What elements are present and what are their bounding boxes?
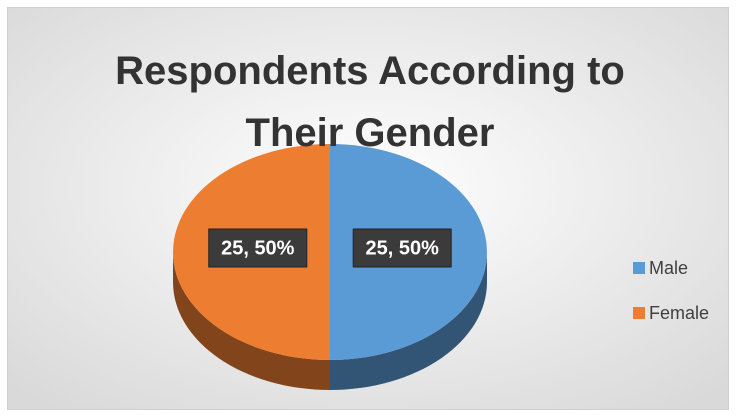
slice-side: [173, 252, 330, 390]
data-label: 25, 50%: [221, 237, 295, 259]
legend-swatch: [633, 307, 645, 319]
data-label: 25, 50%: [366, 237, 440, 259]
legend-label: Female: [649, 303, 709, 323]
legend-swatch: [633, 262, 645, 274]
slice-side: [330, 252, 487, 390]
data-label-box: [352, 228, 452, 268]
legend-label: Male: [649, 258, 688, 278]
chart-title: Respondents According to Their Gender: [115, 49, 625, 155]
data-label-box: [208, 228, 308, 268]
